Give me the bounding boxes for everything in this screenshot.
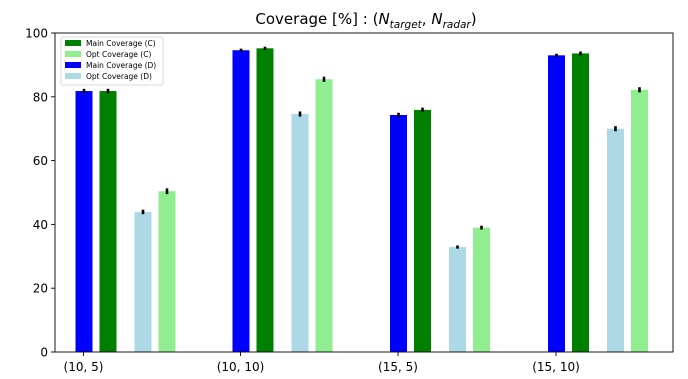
bar-opt-coverage-d <box>291 114 309 352</box>
bar-main-coverage-d <box>232 50 250 352</box>
legend-swatch <box>65 62 81 68</box>
legend-swatch <box>65 40 81 46</box>
legend-swatch <box>65 73 81 79</box>
bar-opt-coverage-d <box>449 247 466 352</box>
chart-title-part: radar <box>443 19 472 31</box>
chart-title: Coverage [%] : (Ntarget, Nradar) <box>255 10 476 31</box>
plot-frame <box>54 32 674 353</box>
x-tick-label: (15, 5) <box>378 360 418 374</box>
chart-title-part: N <box>431 10 442 28</box>
legend-label: Main Coverage (C) <box>86 39 156 48</box>
y-tick-label: 100 <box>25 27 48 41</box>
legend-label: Opt Coverage (C) <box>86 50 151 59</box>
chart-title-part: , <box>422 10 432 28</box>
legend: Main Coverage (C) Opt Coverage (C) Main Co… <box>60 36 164 86</box>
x-tick-label: (15, 10) <box>532 360 580 374</box>
x-tick-label: (10, 5) <box>64 360 104 374</box>
bar-main-coverage-d <box>75 91 93 353</box>
y-axis: 0 20 40 60 80 100 <box>25 27 55 360</box>
bar-opt-coverage-c <box>315 79 333 352</box>
bar-main-coverage-c <box>414 109 431 352</box>
bar-main-coverage-d <box>548 55 565 353</box>
bar-main-coverage-c <box>99 91 117 353</box>
legend-label: Opt Coverage (D) <box>86 72 152 81</box>
legend-swatch <box>65 51 81 57</box>
legend-label: Main Coverage (D) <box>86 61 156 70</box>
bar-main-coverage-d <box>390 114 407 352</box>
y-tick-label: 0 <box>40 346 48 360</box>
y-tick-label: 60 <box>33 154 48 168</box>
bar-main-coverage-c <box>572 53 589 352</box>
y-tick-label: 40 <box>33 218 48 232</box>
bars-layer <box>75 48 648 353</box>
y-tick-label: 20 <box>33 282 48 296</box>
bar-opt-coverage-d <box>134 211 152 352</box>
legend-box <box>60 36 164 86</box>
chart-title-part: target <box>390 19 423 31</box>
chart-title-part: N <box>378 10 389 28</box>
y-tick-label: 80 <box>33 90 48 104</box>
bar-opt-coverage-c <box>631 89 648 353</box>
x-axis: (10, 5) (10, 10) (15, 5) (15, 10) <box>64 352 580 374</box>
bar-opt-coverage-c <box>158 191 176 352</box>
chart-title-part: ) <box>471 10 477 28</box>
x-tick-label: (10, 10) <box>217 360 265 374</box>
bar-opt-coverage-c <box>473 227 490 352</box>
bar-opt-coverage-d <box>607 128 624 352</box>
bar-main-coverage-c <box>256 48 274 352</box>
error-bars-layer <box>82 46 641 249</box>
chart-title-part: Coverage [%] : ( <box>255 10 378 28</box>
